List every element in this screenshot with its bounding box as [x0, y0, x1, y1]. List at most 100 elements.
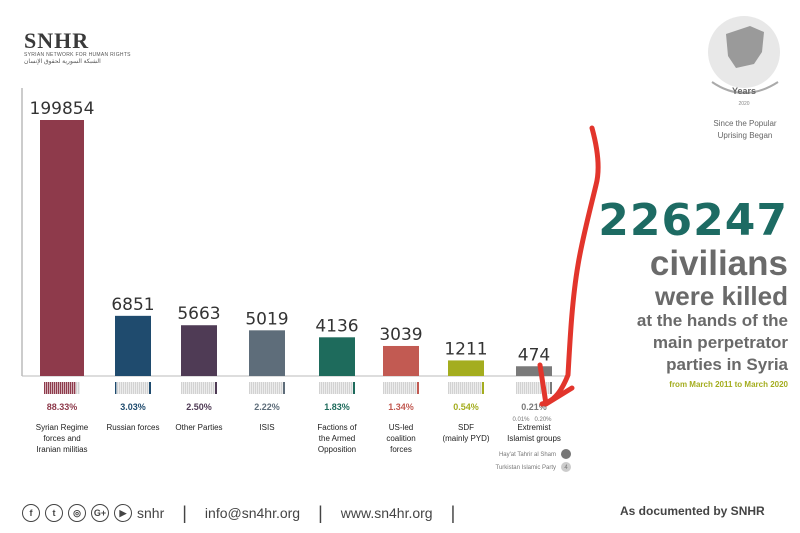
headline-civilians: civilians	[649, 244, 788, 283]
gauge-tick	[249, 382, 251, 394]
gauge-tick	[401, 382, 403, 394]
syria-map-icon	[726, 26, 764, 68]
gauge-tick	[193, 382, 195, 394]
divider: |	[318, 502, 323, 523]
gauge-tick	[263, 382, 265, 394]
bar	[383, 345, 419, 376]
gauge-tick	[207, 382, 209, 394]
bar	[115, 315, 151, 376]
snhr-logo: SNHR SYRIAN NETWORK FOR HUMAN RIGHTS الش…	[24, 30, 131, 66]
gauge-tick	[522, 382, 524, 394]
gauge-tick	[339, 382, 341, 394]
gauge-tick	[528, 382, 530, 394]
gauge-tick	[391, 382, 393, 394]
sub-group-count-badge	[561, 449, 571, 459]
gauge-tick	[58, 382, 60, 394]
value-label: 4136	[315, 316, 358, 336]
sub-group-count: 470	[561, 452, 572, 458]
gauge-tick	[191, 382, 193, 394]
instagram-icon[interactable]: ◎	[68, 504, 86, 522]
category-label: Factions of	[317, 423, 357, 432]
email-link[interactable]: info@sn4hr.org	[204, 505, 301, 521]
category-label: coalition	[386, 434, 415, 443]
gauge-tick	[265, 382, 267, 394]
divider: |	[450, 502, 456, 523]
badge-arc	[711, 81, 779, 94]
gauge-tick	[532, 382, 534, 394]
percent-label: 88.33%	[47, 402, 78, 412]
gauge-tick	[452, 382, 454, 394]
gauge-tick	[209, 382, 211, 394]
percent-label: 0.54%	[453, 402, 479, 412]
gauge-tick	[466, 382, 468, 394]
footer-bar: f t ◎ G+ ▶ snhr | info@sn4hr.org | www.s…	[22, 500, 473, 526]
gauge-tick	[464, 382, 466, 394]
bar	[40, 120, 84, 376]
badge-year: 2020	[738, 101, 749, 107]
category-label: Russian forces	[107, 423, 160, 432]
gauge-tick	[197, 382, 199, 394]
gauge-tick	[66, 382, 68, 394]
gauge-tick	[468, 382, 470, 394]
badge-label: Years	[732, 86, 756, 96]
gauge-tick	[205, 382, 207, 394]
gauge-tick	[125, 382, 127, 394]
gauge-tick	[389, 382, 391, 394]
social-handle[interactable]: snhr	[137, 505, 165, 521]
gauge-tick	[530, 382, 532, 394]
gauge-tick	[347, 382, 349, 394]
gauge-tick	[56, 382, 58, 394]
value-label: 5663	[177, 304, 220, 324]
gauge-tick	[121, 382, 123, 394]
gauge-tick	[480, 382, 482, 394]
gauge-tick	[518, 382, 520, 394]
gauge-tick	[476, 382, 478, 394]
gauge-tick	[343, 382, 345, 394]
category-label: forces and	[43, 434, 80, 443]
headline-block: 226247 civilians were killed at the hand…	[588, 195, 788, 390]
gauge-tick	[474, 382, 476, 394]
headline-line3b: main perpetrator	[652, 333, 788, 352]
website-link[interactable]: www.sn4hr.org	[340, 505, 433, 521]
youtube-icon[interactable]: ▶	[114, 504, 132, 522]
gauge-tick	[48, 382, 50, 394]
facebook-icon[interactable]: f	[22, 504, 40, 522]
gauge-tick	[211, 382, 213, 394]
gauge-tick	[325, 382, 327, 394]
google-plus-icon[interactable]: G+	[91, 504, 109, 522]
gauge-tick	[413, 382, 415, 394]
twitter-icon[interactable]: t	[45, 504, 63, 522]
gauge-tick	[520, 382, 522, 394]
total-killed: 226247	[598, 195, 788, 246]
gauge-tick	[52, 382, 54, 394]
gauge-tick	[129, 382, 131, 394]
gauge-tick	[127, 382, 129, 394]
gauge-tick	[64, 382, 66, 394]
gauge-tick	[267, 382, 269, 394]
gauge-tick	[548, 382, 550, 394]
badge-caption: Since the Popular Uprising Began	[690, 118, 800, 142]
gauge-tick	[403, 382, 405, 394]
documented-by: As documented by SNHR	[620, 504, 765, 518]
gauge-tick	[185, 382, 187, 394]
gauge-tick	[333, 382, 335, 394]
gauge-tick	[385, 382, 387, 394]
gauge-tick	[145, 382, 147, 394]
gauge-tick	[201, 382, 203, 394]
headline-line3c: parties in Syria	[666, 355, 788, 374]
gauge-tick	[546, 382, 548, 394]
category-label: Opposition	[318, 445, 356, 454]
gauge-marker	[550, 382, 552, 394]
gauge-tick	[62, 382, 64, 394]
gauge-marker	[482, 382, 484, 394]
gauge-tick	[135, 382, 137, 394]
gauge-tick	[478, 382, 480, 394]
percent-label: 2.22%	[254, 402, 280, 412]
category-label: SDF	[458, 423, 474, 432]
gauge-tick	[387, 382, 389, 394]
gauge-tick	[277, 382, 279, 394]
gauge-tick	[139, 382, 141, 394]
divider: |	[182, 502, 187, 523]
bar-chart: 199854 88.33% Syrian Regime forces and Irani…	[21, 88, 572, 472]
bar	[319, 337, 355, 376]
